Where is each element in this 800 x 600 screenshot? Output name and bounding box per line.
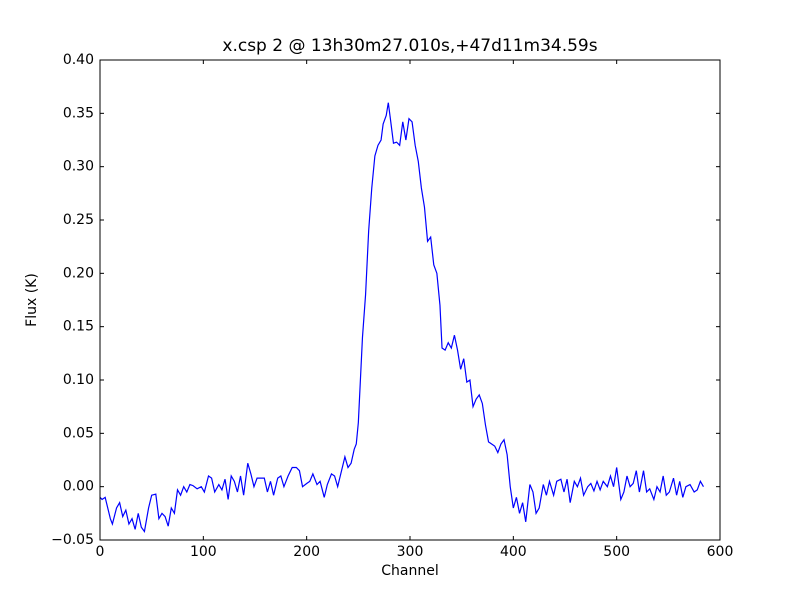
x-tick-label: 600 xyxy=(707,544,734,560)
y-tick-label: 0.10 xyxy=(63,372,94,388)
y-tick-label: 0.35 xyxy=(63,105,94,121)
y-axis-label: Flux (K) xyxy=(24,273,40,327)
y-tick-label: 0.40 xyxy=(63,52,94,68)
x-tick-label: 400 xyxy=(500,544,527,560)
x-tick-label: 500 xyxy=(603,544,630,560)
x-tick-label: 200 xyxy=(293,544,320,560)
y-tick-label: 0.15 xyxy=(63,319,94,335)
y-tick-label: 0.00 xyxy=(63,479,94,495)
y-tick-label: 0.20 xyxy=(63,265,94,281)
x-tick-label: 100 xyxy=(190,544,217,560)
x-tick-label: 0 xyxy=(96,544,105,560)
y-tick-label: 0.30 xyxy=(63,159,94,175)
x-axis-label: Channel xyxy=(381,563,438,579)
y-tick-label: 0.05 xyxy=(63,425,94,441)
chart-title: x.csp 2 @ 13h30m27.010s,+47d11m34.59s xyxy=(222,36,597,56)
y-tick-label: −0.05 xyxy=(51,532,94,548)
data-line xyxy=(99,102,704,533)
x-tick-label: 300 xyxy=(397,544,424,560)
y-tick-label: 0.25 xyxy=(63,212,94,228)
